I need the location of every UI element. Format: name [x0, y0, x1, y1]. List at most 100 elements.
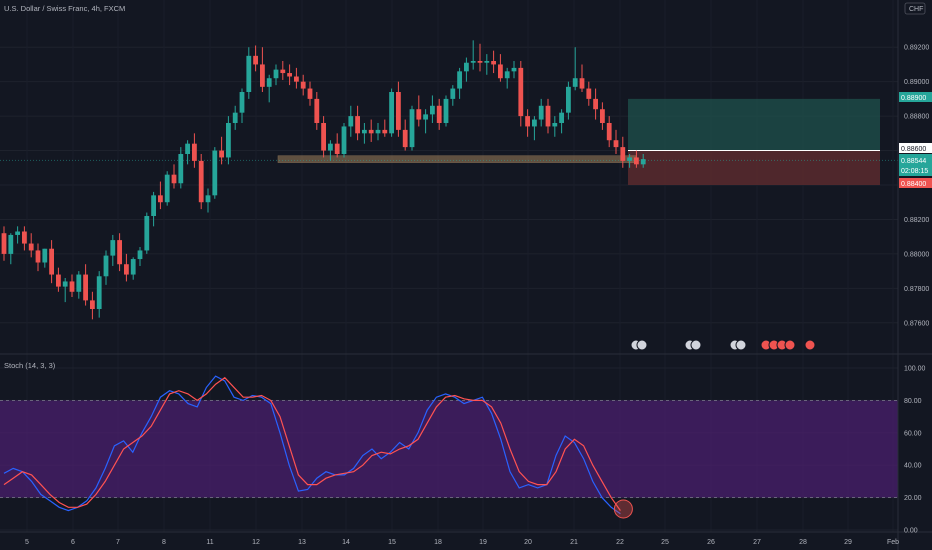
candle-body — [355, 116, 360, 134]
candle — [83, 264, 88, 306]
candle-body — [457, 71, 462, 89]
candle-body — [307, 88, 313, 99]
candle — [314, 92, 320, 130]
candle-body — [470, 61, 476, 63]
support-zone[interactable] — [277, 155, 637, 163]
stop-price-tag: 0.88400 — [899, 178, 932, 188]
candle — [35, 243, 41, 272]
stoch-overbought-oversold-band — [0, 400, 898, 498]
stoch-k-line — [3, 375, 621, 515]
candle — [470, 40, 476, 70]
time-tick-label: 18 — [434, 539, 442, 546]
stoch-tick-label: 20.00 — [904, 495, 922, 502]
candle-body — [22, 231, 27, 244]
time-tick-label: 22 — [616, 539, 624, 546]
candle — [423, 109, 428, 134]
price-tick-label: 0.89200 — [904, 45, 929, 52]
stop-zone[interactable] — [628, 150, 880, 185]
candle-body — [35, 250, 41, 263]
candle — [294, 67, 299, 89]
candle — [1, 226, 7, 261]
stoch-axis[interactable]: 100.00 80.00 60.00 40.00 20.00 0.00 — [904, 366, 926, 535]
candle-body — [559, 112, 564, 123]
candle-body — [192, 143, 197, 161]
candle-body — [83, 274, 88, 301]
candle — [198, 154, 204, 210]
candle-body — [8, 234, 14, 254]
candle-body — [28, 243, 34, 251]
candle — [137, 247, 143, 266]
time-axis[interactable]: 5 6 7 8 11 12 13 14 15 18 19 20 21 22 25 26 27 28 29 Feb — [25, 539, 899, 546]
candle-body — [532, 119, 537, 127]
stoch-d-line — [3, 376, 621, 511]
candlestick-series — [1, 40, 646, 320]
symbol-title[interactable]: U.S. Dollar / Swiss Franc, 4h, FXCM — [4, 4, 125, 13]
candle — [239, 88, 245, 123]
economic-event-icon — [784, 339, 796, 351]
candle — [90, 291, 95, 320]
candle — [103, 250, 109, 285]
currency-badge[interactable]: CHF — [904, 2, 926, 15]
event-markers[interactable] — [630, 339, 816, 351]
candle — [42, 248, 48, 268]
candle-body — [484, 61, 490, 63]
stoch-indicator-label[interactable]: Stoch (14, 3, 3) — [4, 361, 56, 370]
candle-body — [137, 250, 143, 260]
candle-body — [294, 76, 299, 82]
candle-body — [178, 154, 184, 184]
candle — [246, 47, 252, 99]
candle — [606, 116, 612, 148]
candle — [321, 116, 326, 158]
candle — [348, 105, 354, 137]
candle-body — [443, 98, 449, 123]
candle-body — [103, 255, 109, 277]
candle — [15, 226, 20, 244]
candle-body — [491, 61, 496, 65]
candle — [518, 61, 524, 127]
entry-price-label: 0.88600 — [901, 146, 926, 153]
candle-body — [572, 78, 578, 87]
candle-body — [402, 129, 408, 148]
candle-body — [450, 88, 456, 99]
candle-body — [498, 64, 503, 79]
price-tick-label: 0.89000 — [904, 79, 929, 86]
candle — [634, 150, 639, 168]
candle — [579, 64, 585, 92]
stoch-highlight-circle — [613, 499, 633, 519]
candle-body — [545, 105, 551, 127]
candle-body — [164, 174, 170, 203]
candle — [260, 47, 265, 92]
candle — [491, 50, 496, 74]
candle — [600, 102, 605, 130]
candle — [62, 278, 68, 303]
candle-body — [328, 143, 333, 151]
candle — [430, 95, 435, 123]
candle — [130, 257, 136, 280]
candle — [627, 154, 632, 168]
candle-body — [566, 86, 571, 113]
candle-body — [219, 150, 224, 158]
price-tick-label: 0.87800 — [904, 286, 929, 293]
candle-body — [96, 276, 102, 309]
candle — [532, 116, 537, 141]
candle-body — [246, 55, 252, 92]
price-tick-label: 0.88800 — [904, 114, 929, 121]
time-tick-label: 25 — [661, 539, 669, 546]
target-price-label: 0.88900 — [901, 95, 926, 102]
candle — [76, 271, 82, 299]
news-event-icon — [690, 339, 702, 351]
candle-body — [613, 140, 619, 148]
candle — [253, 45, 258, 72]
target-zone[interactable] — [628, 98, 880, 151]
candle — [56, 267, 61, 292]
candle-body — [382, 129, 388, 134]
candle — [396, 81, 401, 137]
current-price-tag: 0.88544 02:08:15 — [899, 154, 932, 176]
candle-body — [423, 114, 428, 120]
candle — [117, 233, 122, 272]
candle-body — [389, 92, 394, 134]
candle — [8, 233, 14, 265]
candle — [205, 188, 211, 213]
price-tick-label: 0.88200 — [904, 217, 929, 224]
